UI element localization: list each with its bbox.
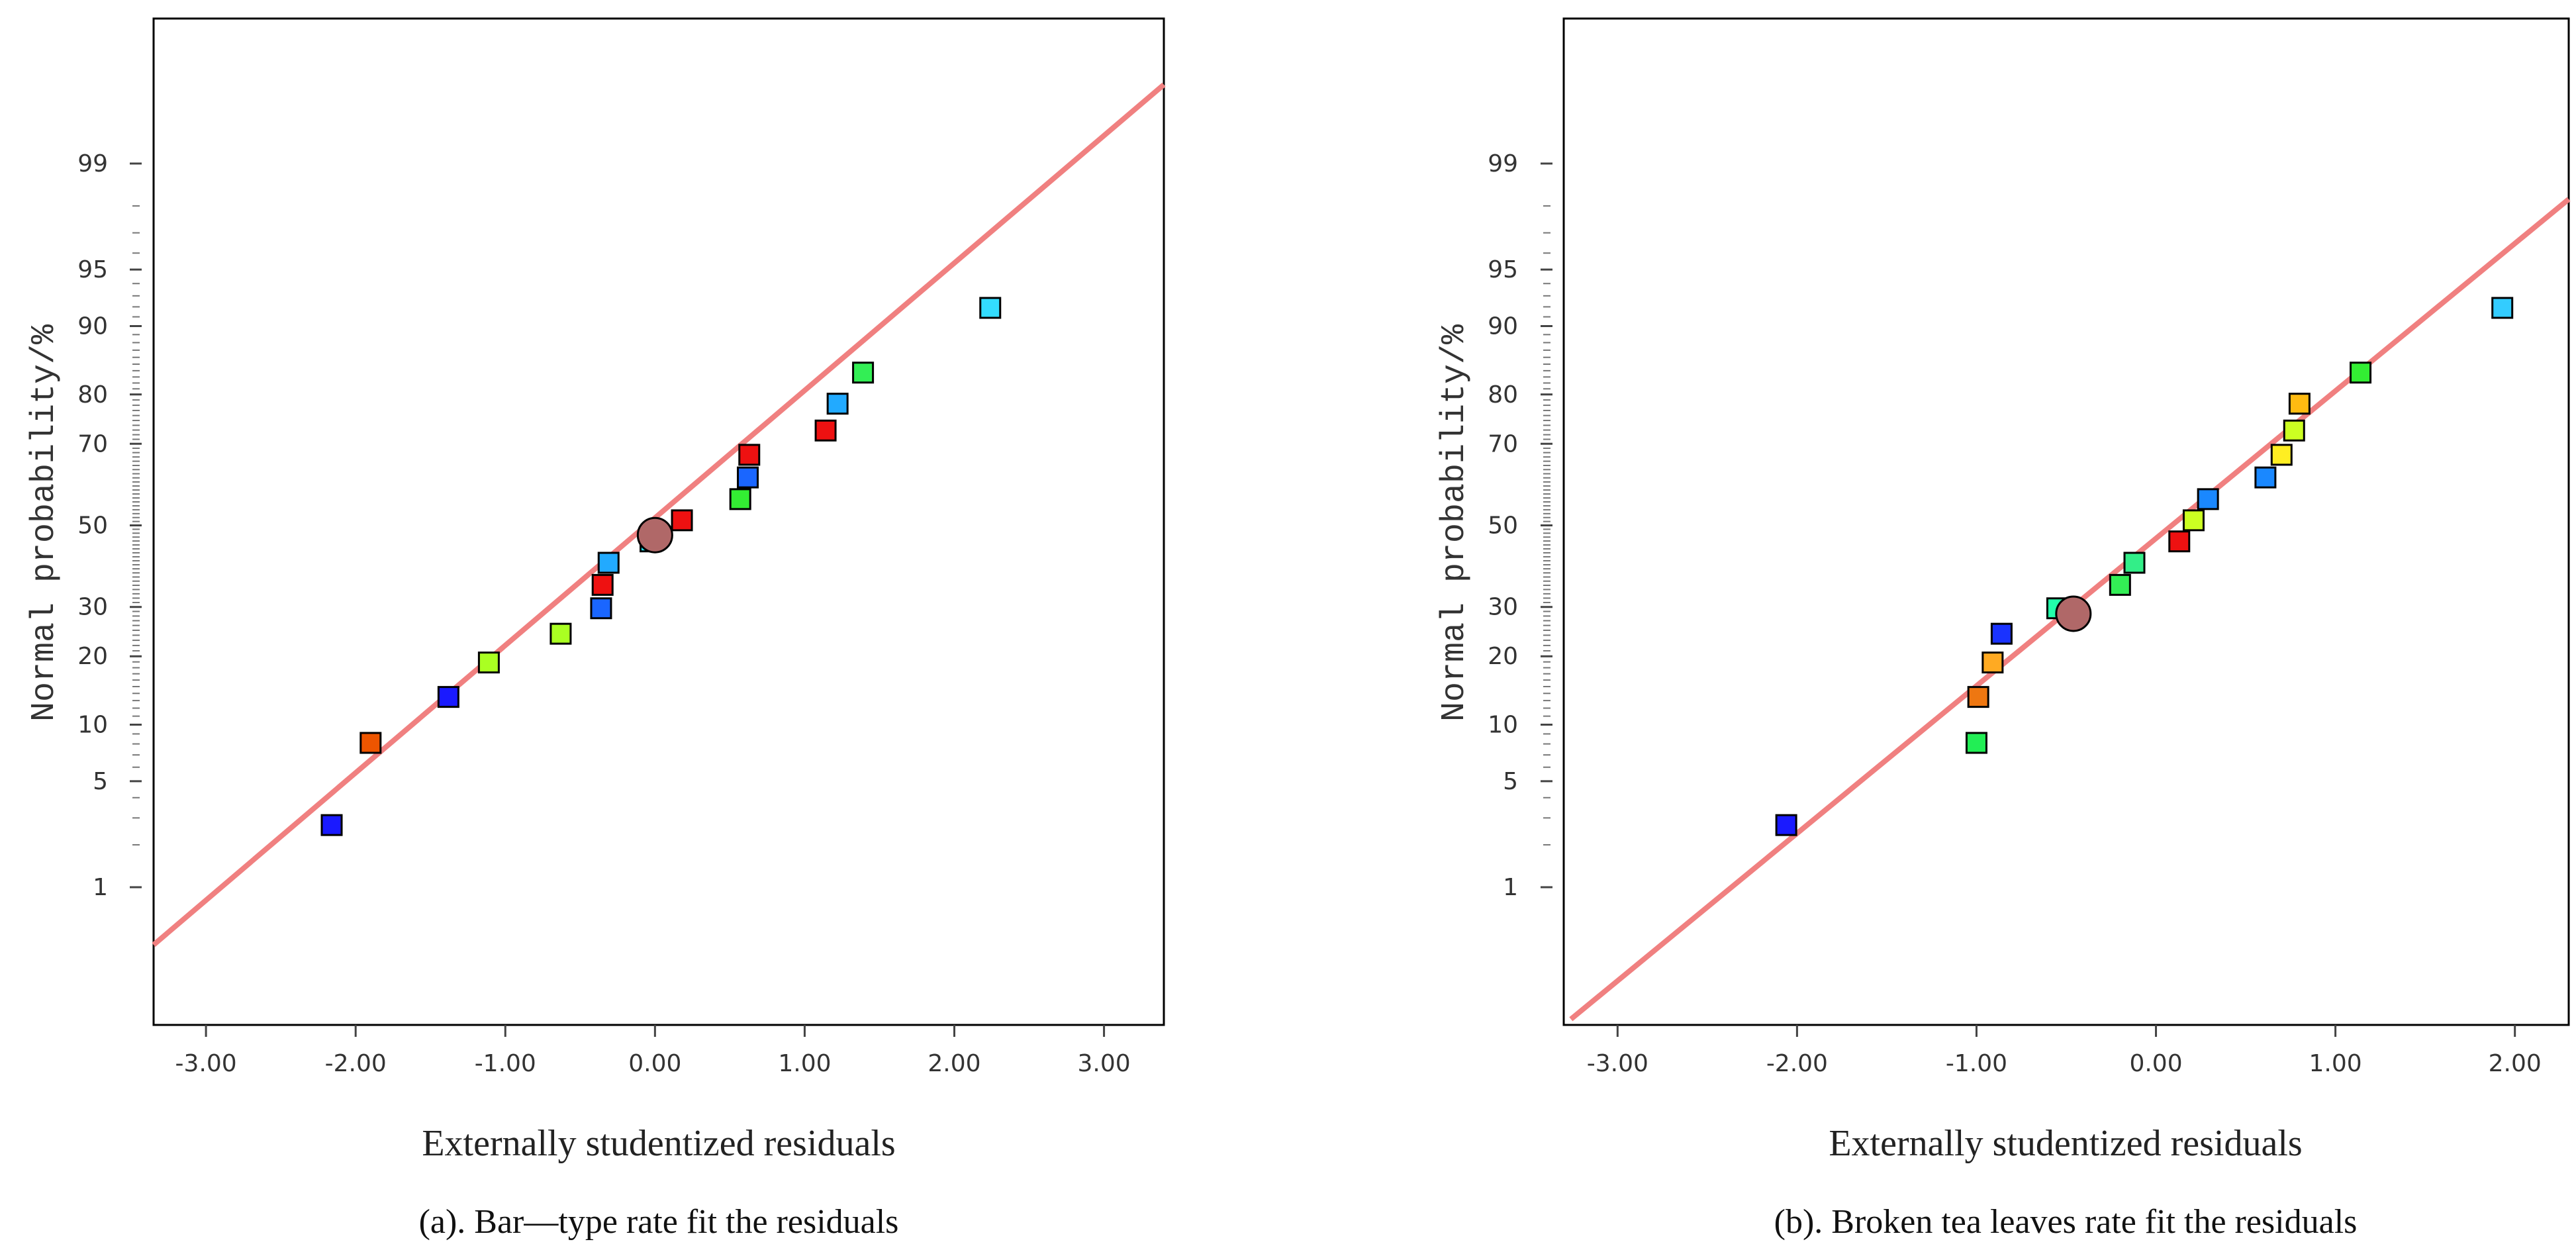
panel-b-residuals-plot: 1 5 10 20 30 50 70 80 90 95 99 -3.00 -2.00 -1.00 0.00… (1436, 17, 2571, 1241)
panel-a-y-axis-ticks: 1 5 10 20 30 50 70 80 90 95 99 (77, 150, 142, 901)
residual-point (477, 652, 500, 674)
panel-a-data-points (320, 297, 1002, 836)
residual-point (2182, 509, 2205, 532)
residual-point (2350, 362, 2372, 384)
residual-point (437, 686, 459, 708)
y-tick-label: 99 (1488, 150, 1518, 177)
residual-point (549, 622, 572, 645)
panel-b-x-axis-title: Externally studentized residuals (1829, 1123, 2302, 1164)
residual-point (852, 362, 875, 384)
y-tick-label: 5 (1503, 768, 1518, 795)
residual-point (590, 597, 612, 620)
x-tick-label: 2.00 (928, 1050, 980, 1077)
panel-b-data-points (1775, 297, 2514, 836)
y-tick-label: 90 (1488, 313, 1518, 340)
center-point-marker (636, 516, 673, 554)
x-tick-label: -1.00 (475, 1050, 536, 1077)
y-tick-label: 10 (77, 712, 108, 739)
y-tick-label: 5 (93, 768, 108, 795)
residual-point (2109, 573, 2131, 596)
panel-b-y-axis-title: Normal probability/% (1436, 324, 1474, 722)
residual-point (737, 466, 759, 489)
y-tick-label: 70 (77, 430, 108, 458)
residual-point (1965, 732, 1987, 754)
residual-point (729, 488, 751, 510)
residual-point (814, 419, 837, 442)
residual-point (826, 393, 849, 415)
residual-point (2123, 552, 2146, 574)
y-tick-label: 50 (77, 512, 108, 540)
residual-point (979, 297, 1002, 319)
panel-b-plot-frame (1562, 17, 2570, 1026)
panel-a-x-axis-title: Externally studentized residuals (422, 1123, 895, 1164)
residual-point (671, 509, 693, 532)
residual-point (1967, 686, 1989, 708)
y-tick-label: 50 (1488, 512, 1518, 540)
panel-b-y-axis-ticks: 1 5 10 20 30 50 70 80 90 95 99 (1488, 150, 1552, 901)
residual-point (2283, 419, 2305, 442)
panel-a-caption: (a). Bar—type rate fit the residuals (419, 1203, 899, 1241)
y-tick-label: 90 (77, 313, 108, 340)
x-tick-label: -3.00 (175, 1050, 237, 1077)
panel-a-x-axis-ticks: -3.00 -2.00 -1.00 0.00 1.00 2.00 3.00 (175, 1025, 1131, 1077)
residual-point (591, 573, 614, 596)
y-tick-label: 30 (1488, 594, 1518, 621)
residual-point (2168, 530, 2191, 553)
residual-point (1775, 814, 1797, 836)
x-tick-label: 0.00 (628, 1050, 681, 1077)
x-tick-label: 2.00 (2489, 1050, 2542, 1077)
x-tick-label: -2.00 (1766, 1050, 1828, 1077)
residual-point (1981, 652, 2004, 674)
y-tick-label: 20 (77, 643, 108, 670)
y-tick-label: 95 (1488, 256, 1518, 283)
y-tick-label: 20 (1488, 643, 1518, 670)
residual-point (1990, 622, 2013, 645)
panel-b-x-axis-ticks: -3.00 -2.00 -1.00 0.00 1.00 2.00 (1587, 1025, 2542, 1077)
y-tick-label: 30 (77, 594, 108, 621)
panel-a-residuals-plot: 1 5 10 20 30 50 70 80 90 95 99 -3.00 -2.00 -1.00 0.00… (26, 17, 1166, 1241)
y-tick-label: 95 (77, 256, 108, 283)
residual-point (359, 732, 382, 754)
y-tick-label: 80 (77, 381, 108, 409)
residual-point (2197, 488, 2219, 510)
residual-point (2491, 297, 2514, 319)
x-tick-label: -3.00 (1587, 1050, 1648, 1077)
x-tick-label: -2.00 (325, 1050, 387, 1077)
residual-point (738, 444, 761, 466)
x-tick-label: -1.00 (1946, 1050, 2007, 1077)
x-tick-label: 1.00 (2309, 1050, 2362, 1077)
x-tick-label: 3.00 (1077, 1050, 1130, 1077)
center-point-marker (2055, 595, 2092, 632)
panel-a-y-axis-title: Normal probability/% (26, 324, 64, 722)
y-tick-label: 1 (1503, 874, 1518, 901)
panel-a-plot-frame (152, 17, 1165, 1026)
y-tick-label: 70 (1488, 430, 1518, 458)
y-tick-label: 99 (77, 150, 108, 177)
y-tick-label: 10 (1488, 712, 1518, 739)
panel-a-fit-line (152, 82, 1166, 947)
residual-point (320, 814, 343, 836)
residual-point (2288, 393, 2311, 415)
residual-point (2254, 466, 2277, 489)
residual-point (2270, 444, 2293, 466)
panel-b-caption: (b). Broken tea leaves rate fit the resi… (1774, 1203, 2358, 1241)
y-tick-label: 1 (93, 874, 108, 901)
x-tick-label: 0.00 (2129, 1050, 2182, 1077)
residual-point (597, 552, 620, 574)
y-tick-label: 80 (1488, 381, 1518, 409)
x-tick-label: 1.00 (778, 1050, 831, 1077)
